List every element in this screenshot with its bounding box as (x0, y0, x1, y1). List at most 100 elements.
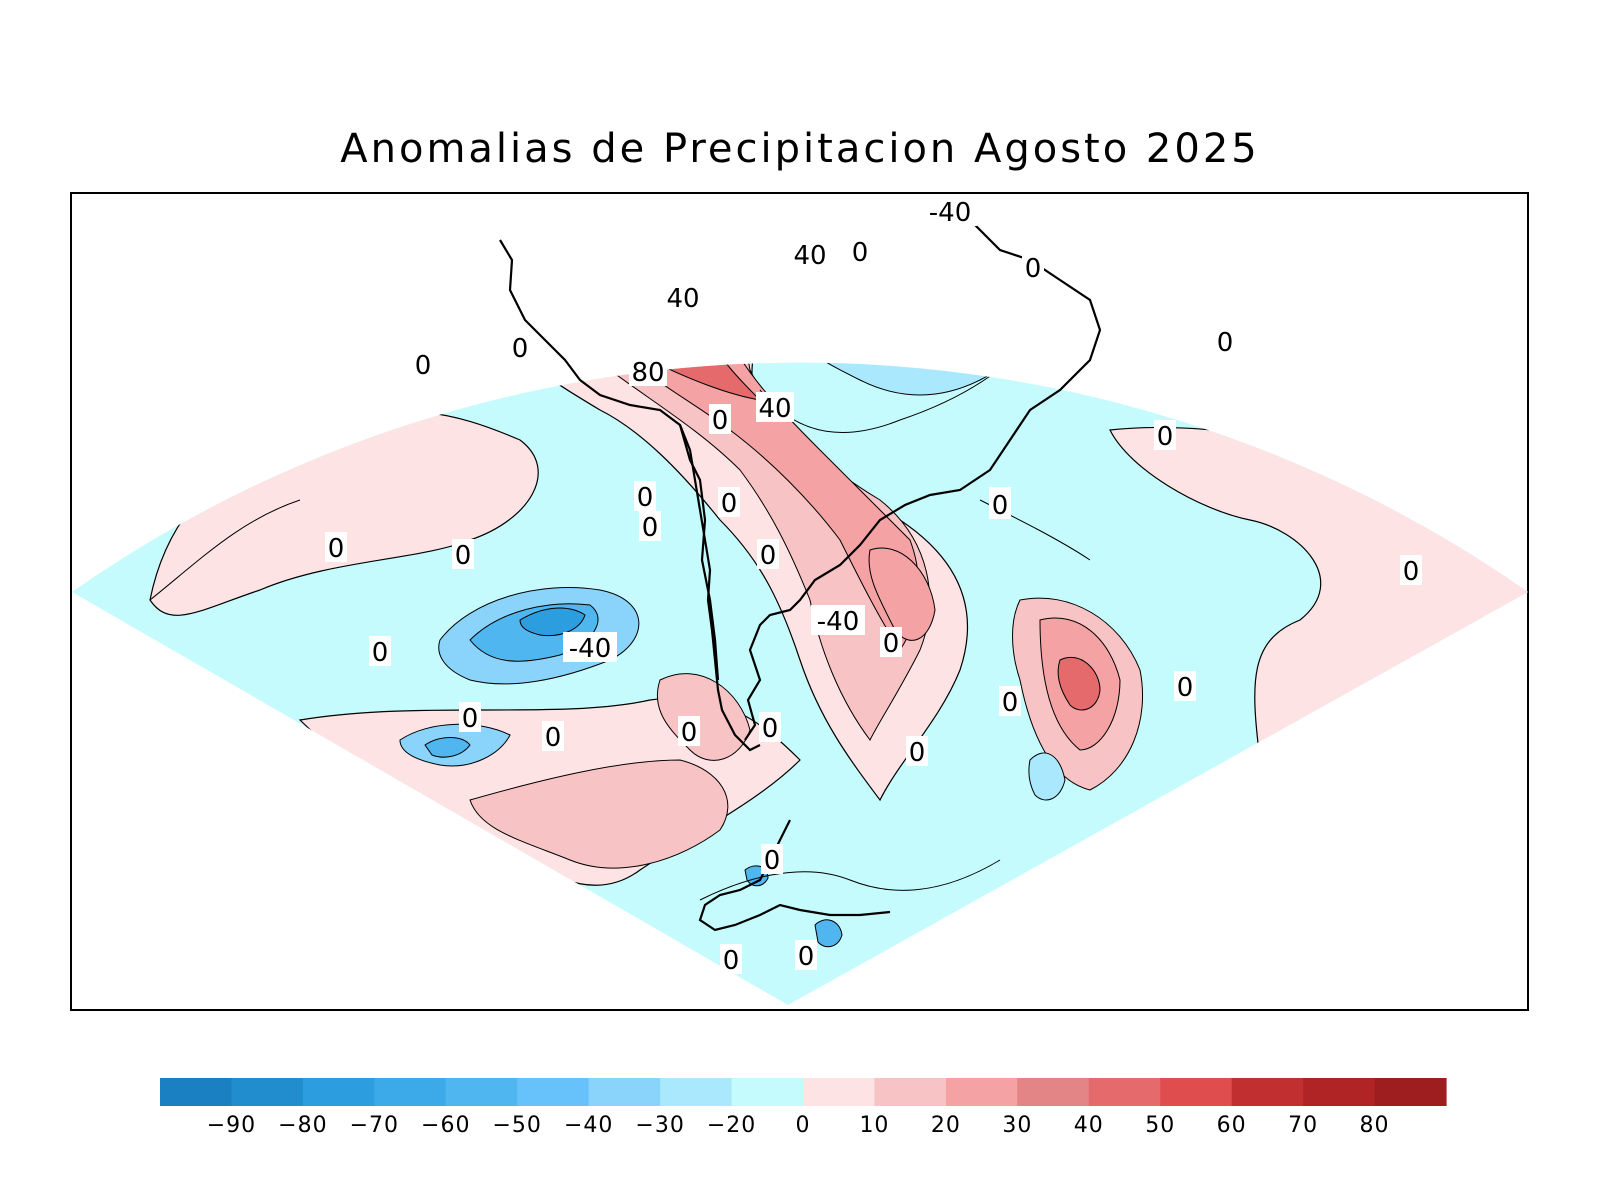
colorbar-swatch (160, 1078, 233, 1106)
contour-label: -40 (569, 634, 611, 664)
contour-label-bg (1022, 252, 1044, 282)
contour-label: 40 (758, 394, 791, 424)
contour-label: 0 (992, 491, 1009, 521)
contour-label: 0 (1177, 673, 1194, 703)
contour-line-4 (699, 859, 1001, 901)
contour-label: 0 (852, 238, 869, 268)
contour-label-bg (1214, 326, 1236, 356)
contour-label: 0 (721, 489, 738, 519)
contour-label-bg (906, 736, 928, 766)
coastline-atlantic-south-america (744, 209, 1102, 741)
colorbar-swatch (1088, 1078, 1161, 1106)
negative-region-pacific-core (519, 607, 586, 637)
contour-label-bg (634, 481, 656, 511)
contour-label-bg (1174, 671, 1196, 701)
colorbar-swatch (1160, 1078, 1233, 1106)
colorbar-tick-label: 30 (1002, 1113, 1032, 1138)
contour-label-bg (811, 605, 865, 635)
contour-label-bg (369, 636, 391, 666)
colorbar-swatch (803, 1078, 876, 1106)
positive-core-60 (639, 206, 730, 247)
contour-label: 0 (1157, 422, 1174, 452)
positive-core-70 (600, 307, 674, 361)
colorbar-swatch (945, 1078, 1018, 1106)
contour-label: 0 (455, 541, 472, 571)
contour-label-bg (757, 539, 779, 569)
negative-region-brazil-core (903, 241, 970, 287)
colorbar-swatch (445, 1078, 518, 1106)
coastline-argentina-chile-border (678, 424, 720, 681)
negative-region-antarctic-1 (814, 919, 843, 948)
contour-label: 0 (462, 704, 479, 734)
colorbar-ticks: −90 −80 −70 −60 −50 −40 −30 −20 0 10 20 30 40 50 60 70 8… (207, 1113, 1390, 1138)
contour-label-bg (849, 236, 871, 266)
colorbar-tick-label: −40 (564, 1113, 613, 1138)
colorbar-tick-label: 20 (931, 1113, 961, 1138)
colorbar-tick-label: 50 (1145, 1113, 1175, 1138)
contour-label-bg (452, 539, 474, 569)
colorbar-tick-label: −90 (207, 1113, 256, 1138)
negative-region-east-atlantic (1159, 366, 1271, 415)
contour-labels: -4004004000804000000000000-400-400000000… (325, 196, 1422, 976)
colorbar-swatch (517, 1078, 590, 1106)
contour-label-bg (629, 356, 667, 386)
colorbar-tick-label: −80 (278, 1113, 327, 1138)
contour-label-bg (664, 282, 702, 312)
colorbar-swatch (1303, 1078, 1376, 1106)
map-frame (70, 192, 1529, 1011)
contour-label-bg (1154, 420, 1176, 450)
contour-label-bg (718, 487, 740, 517)
colorbar-tick-label: −20 (707, 1113, 756, 1138)
colorbar-swatch (1374, 1078, 1447, 1106)
contour-label-bg (880, 627, 902, 657)
contour-label: 0 (637, 483, 654, 513)
colorbar-tick-label: 60 (1217, 1113, 1247, 1138)
map-title: Anomalias de Precipitacion Agosto 2025 (340, 126, 1260, 172)
contour-label: 0 (1025, 254, 1042, 284)
positive-core-30-central (868, 547, 936, 641)
contour-label-bg (923, 196, 977, 226)
colorbar-swatch (731, 1078, 804, 1106)
positive-band-south (469, 759, 729, 869)
contour-label-bg (542, 721, 564, 751)
contour-label: 0 (372, 638, 389, 668)
contour-label: 0 (760, 541, 777, 571)
contour-label: -40 (817, 607, 859, 637)
contour-label: 0 (909, 738, 926, 768)
contour-label: 0 (328, 534, 345, 564)
contour-label: 0 (883, 629, 900, 659)
contour-label: 0 (642, 513, 659, 543)
negative-region-atlantic-south (1028, 752, 1066, 801)
colorbar-tick-label: −30 (635, 1113, 684, 1138)
colorbar-swatch (1231, 1078, 1304, 1106)
contour-label-bg (639, 511, 661, 541)
colorbar-tick-label: −50 (493, 1113, 542, 1138)
contour-label-bg (412, 349, 434, 379)
colorbar-tick-label: 70 (1288, 1113, 1318, 1138)
colorbar-swatch (231, 1078, 304, 1106)
negative-region-brazil (759, 362, 1034, 396)
contour-label: 0 (1002, 688, 1019, 718)
contour-label: 0 (1403, 557, 1420, 587)
contour-label-bg (563, 632, 617, 662)
contour-label-bg (720, 944, 742, 974)
contour-label-bg (678, 716, 700, 746)
negative-region-brazil-west (763, 315, 805, 343)
contour-label-bg (759, 712, 781, 742)
contour-label-bg (459, 702, 481, 732)
colorbar-swatch (302, 1078, 375, 1106)
contour-label: 0 (723, 946, 740, 976)
contour-line-1 (759, 362, 1051, 433)
contour-label-bg (989, 489, 1011, 519)
contour-label: 0 (1217, 328, 1234, 358)
contour-label: 0 (545, 723, 562, 753)
contour-label: -40 (929, 198, 971, 228)
colorbar-tick-label: 80 (1360, 1113, 1390, 1138)
colorbar (160, 1078, 1447, 1106)
colorbar-swatch (874, 1078, 947, 1106)
negative-region-south-pacific-core (424, 737, 471, 758)
colorbar-tick-label: 10 (859, 1113, 889, 1138)
contour-label: 0 (512, 334, 529, 364)
negative-region-brazil-inner (820, 246, 1000, 309)
